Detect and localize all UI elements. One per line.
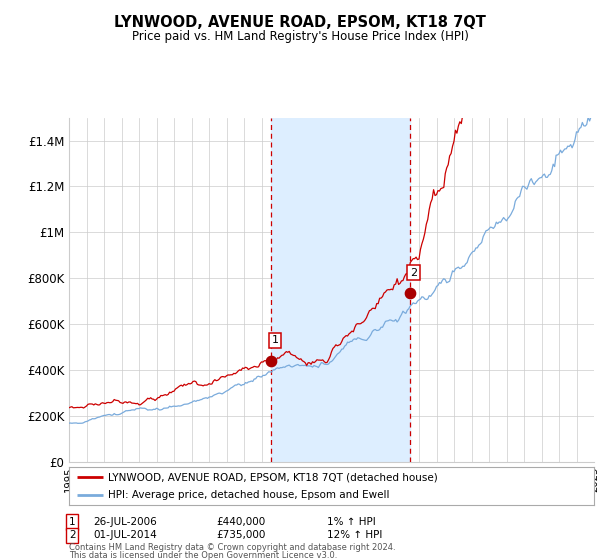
Text: This data is licensed under the Open Government Licence v3.0.: This data is licensed under the Open Gov… [69, 551, 337, 560]
Text: Price paid vs. HM Land Registry's House Price Index (HPI): Price paid vs. HM Land Registry's House … [131, 30, 469, 43]
Text: Contains HM Land Registry data © Crown copyright and database right 2024.: Contains HM Land Registry data © Crown c… [69, 543, 395, 552]
Bar [271, 118, 410, 462]
Text: 12% ↑ HPI: 12% ↑ HPI [327, 530, 382, 540]
Point [406, 289, 415, 298]
Text: £735,000: £735,000 [216, 530, 265, 540]
Text: 26-JUL-2006: 26-JUL-2006 [93, 517, 157, 527]
Text: 1: 1 [69, 517, 76, 527]
Text: 2: 2 [69, 530, 76, 540]
Text: LYNWOOD, AVENUE ROAD, EPSOM, KT18 7QT: LYNWOOD, AVENUE ROAD, EPSOM, KT18 7QT [114, 15, 486, 30]
Text: £440,000: £440,000 [216, 517, 265, 527]
Text: 01-JUL-2014: 01-JUL-2014 [93, 530, 157, 540]
Text: 2: 2 [410, 268, 418, 278]
Text: LYNWOOD, AVENUE ROAD, EPSOM, KT18 7QT (detached house): LYNWOOD, AVENUE ROAD, EPSOM, KT18 7QT (d… [109, 472, 438, 482]
Text: HPI: Average price, detached house, Epsom and Ewell: HPI: Average price, detached house, Epso… [109, 490, 390, 500]
Text: 1% ↑ HPI: 1% ↑ HPI [327, 517, 376, 527]
Text: 1: 1 [271, 335, 278, 346]
Point [266, 357, 276, 366]
